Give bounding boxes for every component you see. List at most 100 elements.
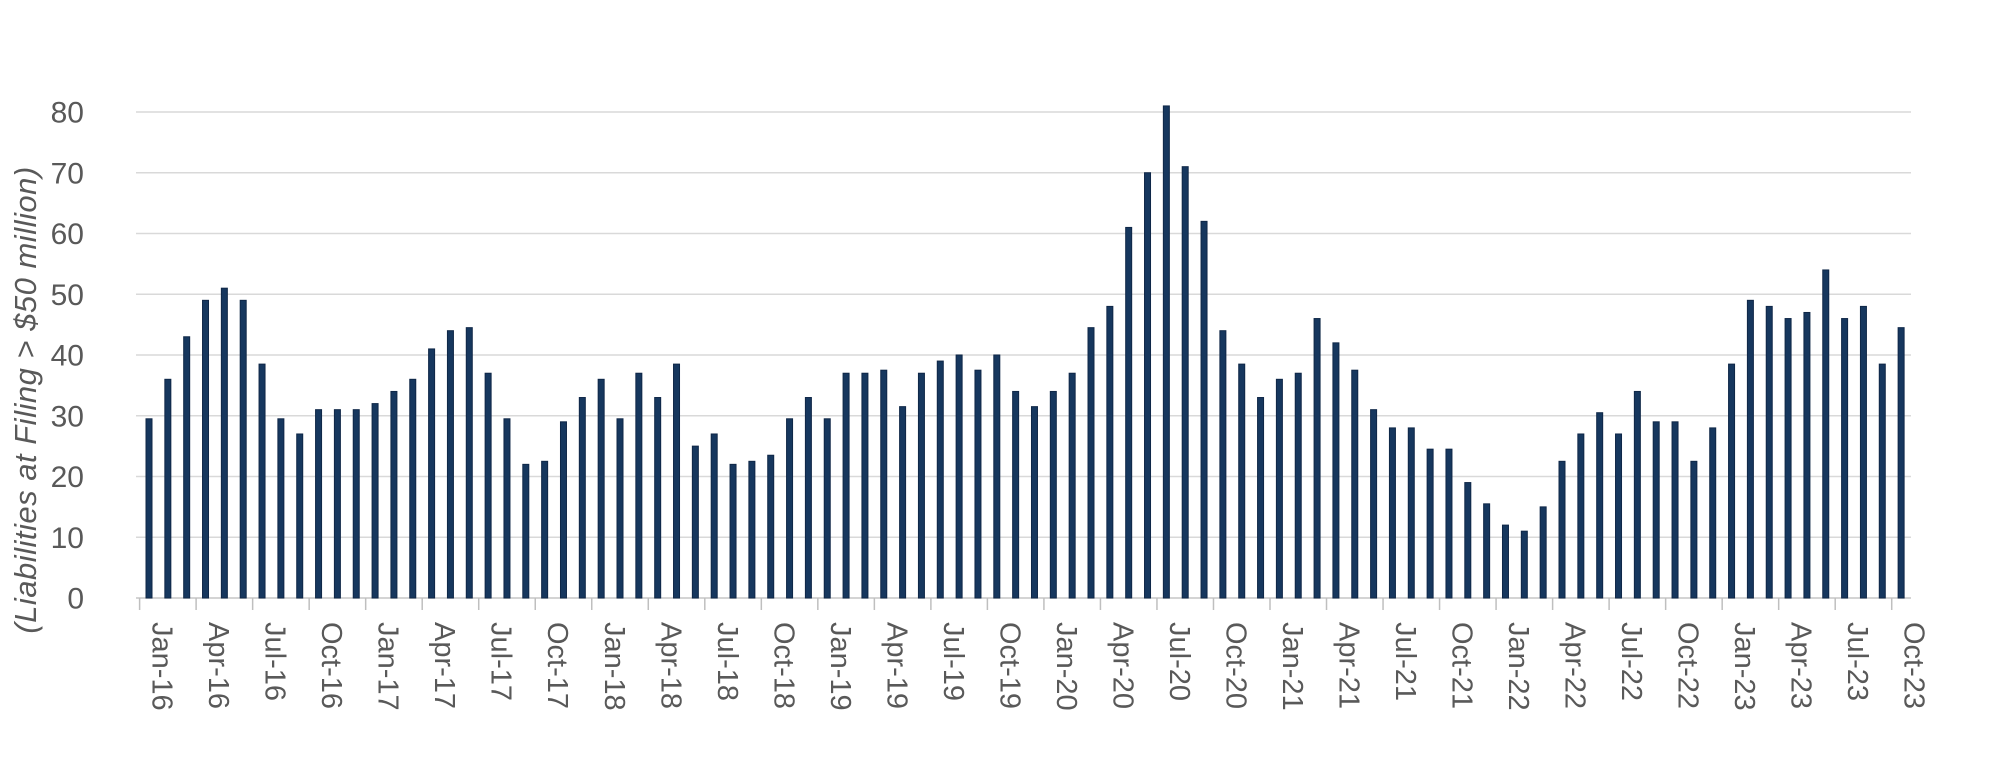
bar xyxy=(1633,390,1641,599)
bar xyxy=(767,454,775,599)
bar xyxy=(559,421,567,599)
bar xyxy=(635,372,643,599)
x-tick-label: Jan-19 xyxy=(824,622,856,711)
bar xyxy=(861,372,869,599)
gridlines-group xyxy=(136,111,1911,599)
bar xyxy=(786,418,794,599)
x-tick-label: Jul-22 xyxy=(1615,622,1647,701)
x-tick-label: Apr-22 xyxy=(1559,622,1591,709)
bar xyxy=(1652,421,1660,599)
x-tick-label: Oct-17 xyxy=(541,622,573,709)
bar xyxy=(1200,220,1208,599)
bar xyxy=(899,406,907,599)
y-tick-label: 40 xyxy=(51,340,84,373)
bar xyxy=(1275,378,1283,599)
bar xyxy=(804,397,812,599)
bar xyxy=(1822,269,1830,599)
x-tick-label: Jul-17 xyxy=(485,622,517,701)
bar xyxy=(202,299,210,599)
bar xyxy=(917,372,925,599)
y-tick-label: 10 xyxy=(51,522,84,555)
bar xyxy=(484,372,492,599)
bar xyxy=(296,433,304,599)
y-tick-label: 50 xyxy=(51,279,84,312)
bar xyxy=(1558,460,1566,599)
bar xyxy=(277,418,285,599)
bar xyxy=(258,363,266,599)
bar xyxy=(1615,433,1623,599)
bar xyxy=(1370,409,1378,599)
y-axis-labels-group: 0 10 20 30 40 50 60 70 80 xyxy=(51,97,84,616)
x-tick-label: Jan-21 xyxy=(1276,622,1308,711)
bar xyxy=(842,372,850,599)
x-tick-label: Jul-23 xyxy=(1841,622,1873,701)
bar xyxy=(1125,226,1133,599)
bar xyxy=(1709,427,1717,599)
x-tick-label: Jan-23 xyxy=(1728,622,1760,711)
x-tick-label: Oct-22 xyxy=(1672,622,1704,709)
bar xyxy=(164,378,172,599)
bar xyxy=(1859,305,1867,599)
x-tick-label: Jan-17 xyxy=(372,622,404,711)
bar xyxy=(936,360,944,599)
bar xyxy=(673,363,681,599)
bar xyxy=(1087,327,1095,599)
bar xyxy=(729,463,737,599)
bar xyxy=(145,418,153,599)
bar xyxy=(1878,363,1886,599)
bar xyxy=(1106,305,1114,599)
x-tick-label: Jul-16 xyxy=(259,622,291,701)
y-tick-label: 60 xyxy=(51,218,84,251)
bar xyxy=(371,403,379,599)
x-tick-label: Oct-18 xyxy=(767,622,799,709)
bar xyxy=(823,418,831,599)
bar xyxy=(691,445,699,599)
bar xyxy=(1049,390,1057,599)
x-tick-label: Apr-18 xyxy=(654,622,686,709)
bar xyxy=(974,369,982,599)
x-tick-label: Oct-21 xyxy=(1446,622,1478,709)
bar xyxy=(1351,369,1359,599)
bar xyxy=(1464,482,1472,599)
bar xyxy=(1162,105,1170,599)
bar xyxy=(654,397,662,599)
x-tick-label: Jul-18 xyxy=(711,622,743,701)
x-tick-label: Jul-21 xyxy=(1389,622,1421,701)
y-tick-label: 80 xyxy=(51,97,84,130)
y-axis-title: (Liabilities at Filing > $50 million) xyxy=(8,166,43,633)
y-tick-label: 0 xyxy=(67,583,84,616)
bar xyxy=(1765,305,1773,599)
bar xyxy=(578,397,586,599)
bar xyxy=(1728,363,1736,599)
bar xyxy=(1746,299,1754,599)
bar xyxy=(1671,421,1679,599)
bars-group xyxy=(145,105,1905,599)
bar xyxy=(616,418,624,599)
x-tick-label: Jan-20 xyxy=(1050,622,1082,711)
x-axis-group: Jan-16 Apr-16 Jul-16 Oct-16 Jan-17 Apr-17 Jul-… xyxy=(138,598,1930,711)
bar xyxy=(1784,318,1792,599)
bar xyxy=(315,409,323,599)
x-tick-label: Apr-23 xyxy=(1785,622,1817,709)
x-tick-label: Apr-16 xyxy=(202,622,234,709)
bar xyxy=(1068,372,1076,599)
bar xyxy=(1388,427,1396,599)
x-tick-label: Oct-20 xyxy=(1220,622,1252,709)
bar xyxy=(446,330,454,599)
bar xyxy=(1030,406,1038,599)
bar xyxy=(880,369,888,599)
bar xyxy=(1257,397,1265,599)
bar xyxy=(1181,166,1189,599)
y-tick-label: 20 xyxy=(51,461,84,494)
bar xyxy=(352,409,360,599)
bar xyxy=(993,354,1001,599)
bar xyxy=(390,390,398,599)
bar xyxy=(409,378,417,599)
x-tick-label: Jan-18 xyxy=(598,622,630,711)
x-tick-label: Apr-21 xyxy=(1333,622,1365,709)
bar xyxy=(1577,433,1585,599)
y-tick-label: 30 xyxy=(51,400,84,433)
bar xyxy=(1501,524,1509,599)
x-tick-label: Apr-19 xyxy=(880,622,912,709)
bar xyxy=(1690,460,1698,599)
